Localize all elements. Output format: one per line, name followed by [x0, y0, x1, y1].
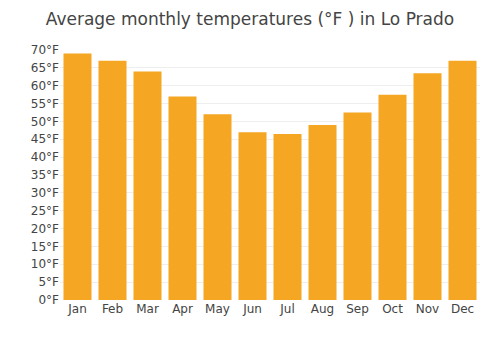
svg-text:30°F: 30°F: [31, 186, 59, 200]
svg-text:Feb: Feb: [102, 302, 123, 316]
svg-text:15°F: 15°F: [31, 240, 59, 254]
svg-text:0°F: 0°F: [38, 293, 59, 307]
svg-text:60°F: 60°F: [31, 79, 59, 93]
svg-text:65°F: 65°F: [31, 61, 59, 75]
svg-text:Dec: Dec: [451, 302, 474, 316]
svg-text:25°F: 25°F: [31, 204, 59, 218]
svg-text:10°F: 10°F: [31, 257, 59, 271]
svg-text:Jun: Jun: [242, 302, 262, 316]
svg-text:Average monthly temperatures (: Average monthly temperatures (°F ) in Lo…: [46, 9, 454, 29]
svg-text:Mar: Mar: [136, 302, 159, 316]
svg-text:Oct: Oct: [382, 302, 403, 316]
svg-text:40°F: 40°F: [31, 150, 59, 164]
svg-text:Aug: Aug: [311, 302, 334, 316]
svg-text:55°F: 55°F: [31, 97, 59, 111]
svg-text:20°F: 20°F: [31, 222, 59, 236]
svg-text:Jul: Jul: [279, 302, 294, 316]
svg-text:35°F: 35°F: [31, 168, 59, 182]
svg-text:70°F: 70°F: [31, 43, 59, 57]
svg-text:5°F: 5°F: [38, 275, 59, 289]
svg-text:Nov: Nov: [416, 302, 439, 316]
svg-text:Apr: Apr: [172, 302, 193, 316]
svg-text:45°F: 45°F: [31, 132, 59, 146]
svg-text:50°F: 50°F: [31, 115, 59, 129]
svg-text:Sep: Sep: [346, 302, 369, 316]
svg-text:Jan: Jan: [67, 302, 87, 316]
svg-text:May: May: [205, 302, 230, 316]
